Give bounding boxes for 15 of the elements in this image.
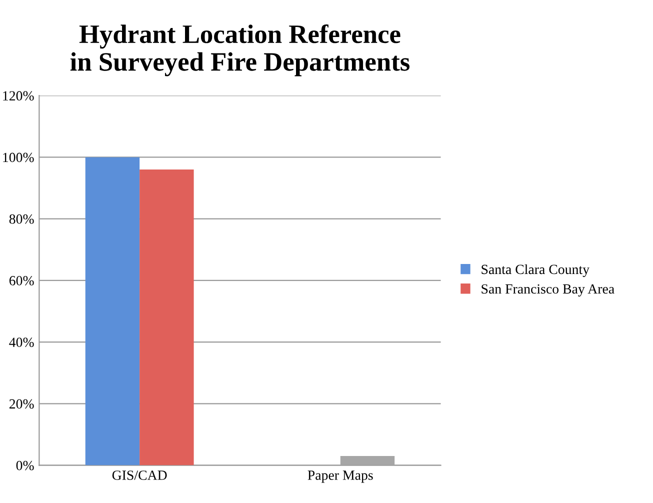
y-tick-label: 60%	[9, 276, 34, 286]
y-tick-label: 80%	[9, 214, 34, 224]
y-tick-label: 100%	[3, 152, 34, 162]
y-tick-label: 20%	[9, 399, 34, 409]
bar	[140, 170, 194, 466]
x-tick-label: GIS/CAD	[112, 470, 167, 480]
legend-label: Santa Clara County	[482, 264, 590, 277]
legend-label: San Francisco Bay Area	[482, 284, 614, 297]
bar	[85, 157, 140, 466]
y-tick-label: 40%	[9, 338, 34, 348]
x-tick-label: Paper Maps	[308, 470, 373, 483]
y-tick-label: 0%	[16, 460, 34, 470]
y-tick-label: 120%	[3, 91, 34, 101]
bar	[340, 456, 395, 466]
chart-title: Hydrant Location Reference in Surveyed Fire Departments	[70, 24, 410, 76]
